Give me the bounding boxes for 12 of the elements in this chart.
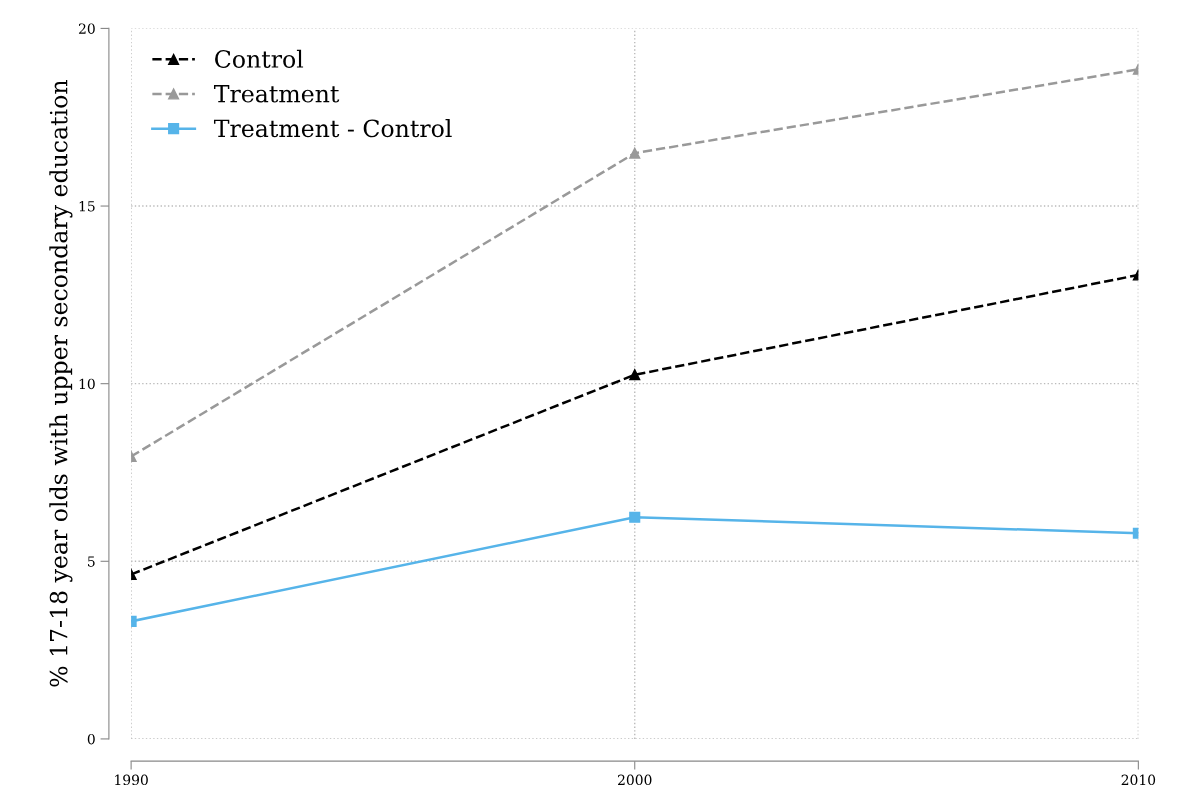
legend-label: Control xyxy=(215,49,304,68)
x-tick-label: 1990 xyxy=(115,774,148,786)
y-tick-label: 20 xyxy=(78,23,95,34)
y-tick-label: 0 xyxy=(87,733,95,745)
y-tick-label: 15 xyxy=(79,201,95,212)
x-tick-label: 2000 xyxy=(618,774,652,786)
legend-label: Treatment xyxy=(213,85,340,103)
legend-label: Treatment - Control xyxy=(213,118,452,138)
y-axis-title: % 17-18 year olds with upper secondary education xyxy=(49,80,73,687)
y-tick-label: 5 xyxy=(88,556,95,567)
x-tick-label: 2010 xyxy=(1121,774,1156,786)
y-tick-label: 10 xyxy=(79,378,95,390)
